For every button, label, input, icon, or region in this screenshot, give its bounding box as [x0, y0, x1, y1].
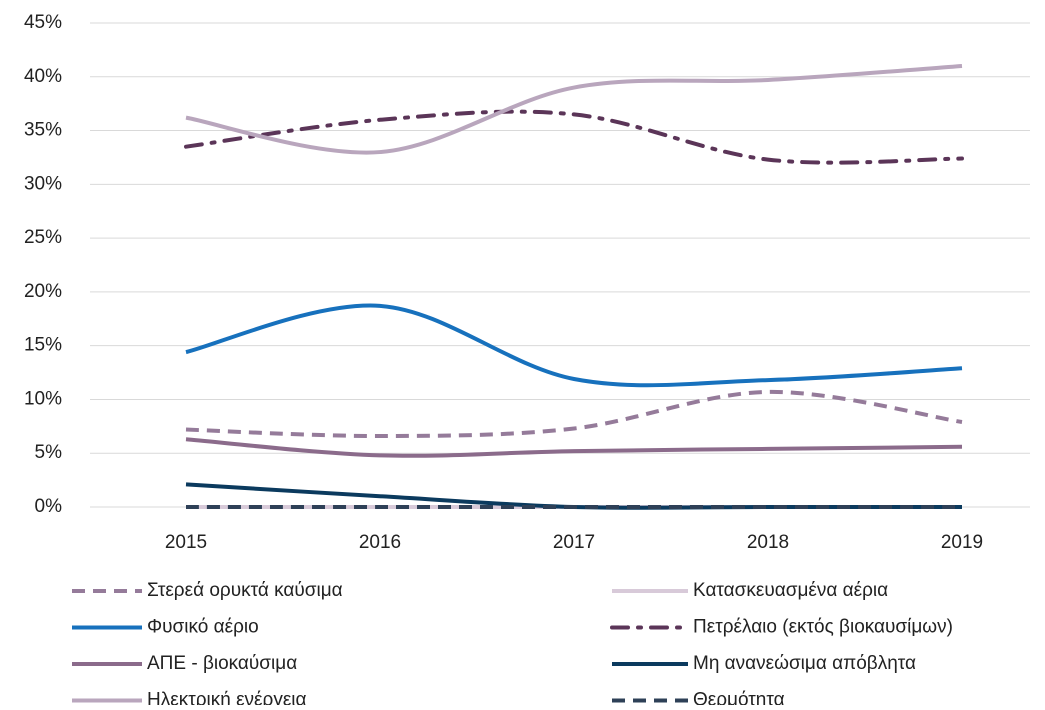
y-tick-label: 35%: [24, 120, 62, 141]
series-line: [185, 437, 963, 458]
legend-label: Πετρέλαιο (εκτός βιοκαυσίμων): [693, 617, 953, 638]
x-tick-label: 2017: [553, 532, 595, 553]
series-line: [185, 389, 963, 439]
y-tick-label: 15%: [24, 335, 62, 356]
y-tick-label: 20%: [24, 281, 62, 302]
series-line: [185, 303, 963, 388]
legend-label: Στερεά ορυκτά καύσιμα: [147, 580, 343, 601]
y-tick-label: 5%: [35, 442, 63, 463]
x-tick-label: 2015: [165, 532, 207, 553]
x-tick-label: 2016: [359, 532, 401, 553]
x-tick-label: 2019: [941, 532, 983, 553]
y-tick-label: 10%: [24, 388, 62, 409]
legend-label: Φυσικό αέριο: [147, 617, 259, 638]
legend-label: Θερμότητα: [693, 690, 785, 705]
y-tick-label: 0%: [35, 496, 63, 517]
legend-label: Ηλεκτρική ενέργεια: [147, 690, 307, 705]
y-tick-label: 40%: [24, 66, 62, 87]
legend-label: ΑΠΕ - βιοκαύσιμα: [147, 653, 297, 674]
series-line: [185, 64, 963, 155]
legend-label: Κατασκευασμένα αέρια: [693, 580, 888, 601]
y-tick-label: 30%: [24, 173, 62, 194]
x-tick-label: 2018: [747, 532, 789, 553]
legend-label: Μη ανανεώσιμα απόβλητα: [693, 653, 916, 674]
series-line: [185, 482, 963, 510]
y-tick-label: 45%: [24, 12, 62, 33]
y-tick-label: 25%: [24, 227, 62, 248]
series-line: [184, 109, 964, 165]
